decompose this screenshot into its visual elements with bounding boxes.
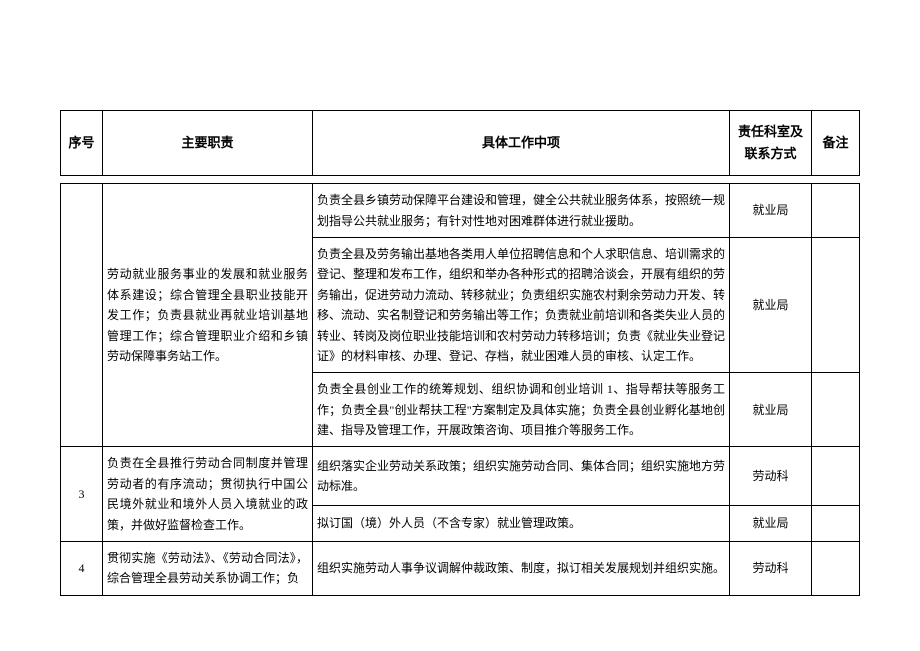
- detail-cell: 组织落实企业劳动关系政策；组织实施劳动合同、集体合同；组织实施地方劳动标准。: [313, 447, 730, 505]
- note-cell: [812, 505, 860, 541]
- duty-cell: 负责在全县推行劳动合同制度并管理劳动者的有序流动；贯彻执行中国公民境外就业和境外…: [103, 447, 313, 542]
- note-cell: [812, 237, 860, 372]
- detail-cell: 组织实施劳动人事争议调解仲裁政策、制度，拟订相关发展规划并组织实施。: [313, 542, 730, 596]
- dept-cell: 劳动科: [730, 542, 812, 596]
- detail-cell: 负责全县乡镇劳动保障平台建设和管理，健全公共就业服务体系，按照统一规划指导公共就…: [313, 184, 730, 238]
- detail-cell: 拟订国（境）外人员（不含专家）就业管理政策。: [313, 505, 730, 541]
- seq-cell: 3: [61, 447, 103, 542]
- header-seq: 序号: [61, 111, 103, 176]
- header-dept: 责任科室及联系方式: [730, 111, 812, 176]
- header-detail: 具体工作中项: [313, 111, 730, 176]
- table-row: 劳动就业服务事业的发展和就业服务体系建设；综合管理全县职业技能开发工作；负责县就…: [61, 184, 860, 238]
- duties-table: 序号 主要职责 具体工作中项 责任科室及联系方式 备注 劳动就业服务事业的发展和…: [60, 110, 860, 596]
- duty-cell: 贯彻实施《劳动法》、《劳动合同法》，综合管理全县劳动关系协调工作；负: [103, 542, 313, 596]
- seq-cell: 4: [61, 542, 103, 596]
- duty-cell: 劳动就业服务事业的发展和就业服务体系建设；综合管理全县职业技能开发工作；负责县就…: [103, 184, 313, 447]
- header-duty: 主要职责: [103, 111, 313, 176]
- detail-cell: 负责全县及劳务输出基地各类用人单位招聘信息和个人求职信息、培训需求的登记、整理和…: [313, 237, 730, 372]
- dept-cell: 就业局: [730, 505, 812, 541]
- table-row: 4贯彻实施《劳动法》、《劳动合同法》，综合管理全县劳动关系协调工作；负组织实施劳…: [61, 542, 860, 596]
- dept-cell: 就业局: [730, 237, 812, 372]
- dept-cell: 就业局: [730, 184, 812, 238]
- note-cell: [812, 542, 860, 596]
- table-header-row: 序号 主要职责 具体工作中项 责任科室及联系方式 备注: [61, 111, 860, 176]
- detail-cell: 负责全县创业工作的统筹规划、组织协调和创业培训 1、指导帮扶等服务工作；负责全县…: [313, 373, 730, 447]
- note-cell: [812, 373, 860, 447]
- note-cell: [812, 184, 860, 238]
- header-note: 备注: [812, 111, 860, 176]
- seq-cell: [61, 184, 103, 447]
- dept-cell: 就业局: [730, 373, 812, 447]
- table-body: 劳动就业服务事业的发展和就业服务体系建设；综合管理全县职业技能开发工作；负责县就…: [61, 184, 860, 596]
- table-row: 3负责在全县推行劳动合同制度并管理劳动者的有序流动；贯彻执行中国公民境外就业和境…: [61, 447, 860, 505]
- dept-cell: 劳动科: [730, 447, 812, 505]
- note-cell: [812, 447, 860, 505]
